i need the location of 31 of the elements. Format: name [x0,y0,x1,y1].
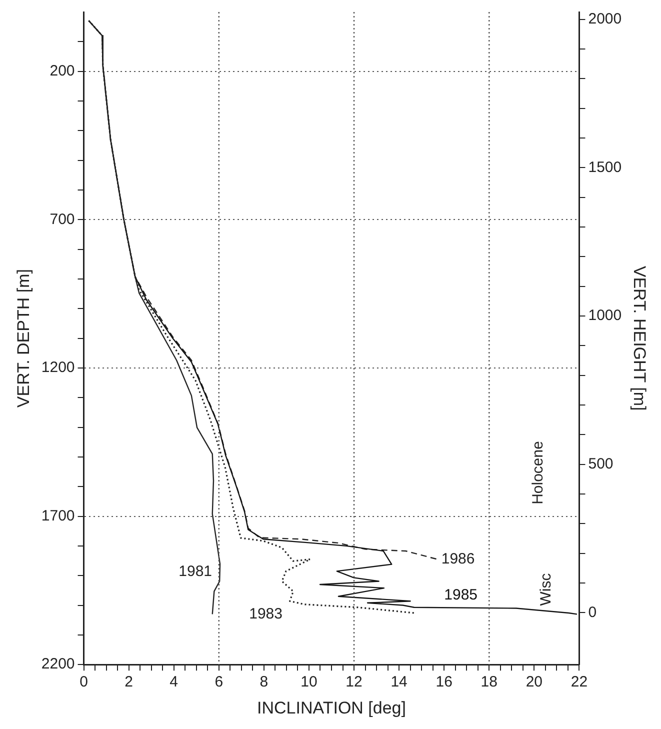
y-tick-label: 1200 [41,359,75,376]
x-tick-label: 12 [346,674,362,691]
y-tick-label: 2200 [41,656,75,673]
x-tick-label: 0 [80,674,88,691]
x-tick-label: 18 [480,674,498,691]
y2-axis-title: VERT. HEIGHT [m] [630,266,650,411]
x-tick-label: 20 [526,674,543,691]
x-tick-label: 4 [170,674,178,691]
x-tick-label: 14 [390,674,408,691]
annotation: Holocene [530,441,547,504]
y2-tick-label: 0 [588,604,597,621]
x-axis-title: INCLINATION [deg] [257,698,406,718]
x-tick-label: 22 [570,674,588,691]
y-tick-label: 700 [50,210,75,228]
x-tick-label: 2 [124,674,133,691]
x-tick-label: 6 [214,674,224,691]
series-label: 1986 [441,550,475,568]
y2-tick-label: 500 [588,456,614,473]
y2-tick-label: 1000 [588,307,622,324]
y-tick-label: 200 [50,62,75,80]
y2-tick-label: 1500 [588,158,622,176]
x-tick-label: 8 [260,674,268,691]
x-tick-label: 16 [436,674,452,691]
y2-tick-label: 2000 [588,10,622,28]
x-tick-label: 10 [300,674,318,691]
series-label: 1985 [444,586,478,604]
annotation: Wisc [538,572,555,606]
y-tick-label: 1700 [41,507,75,524]
series-label: 1983 [249,606,282,623]
y-axis-title: VERT. DEPTH [m] [14,269,33,408]
series-label: 1981 [178,563,212,580]
